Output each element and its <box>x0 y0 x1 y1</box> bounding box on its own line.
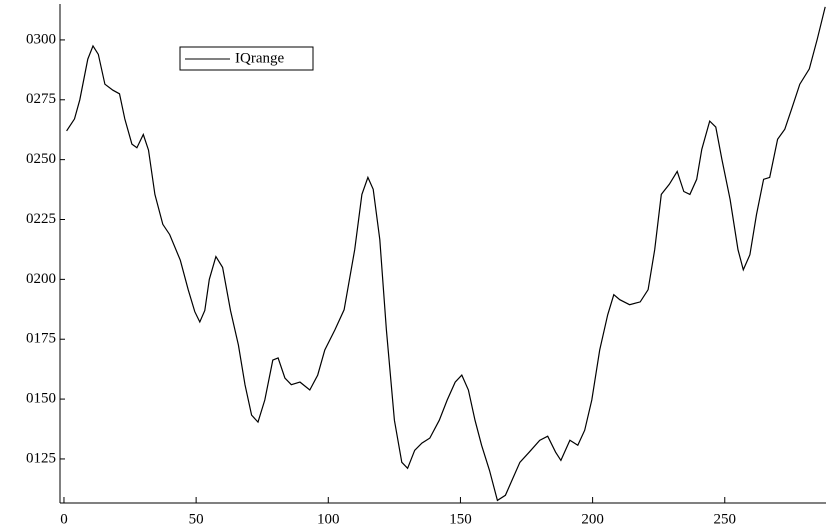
x-tick-label: 50 <box>189 511 204 527</box>
y-tick-label: 0200 <box>26 271 56 287</box>
x-tick-label: 200 <box>581 511 604 527</box>
y-tick-label: 0150 <box>26 391 56 407</box>
y-tick-label: 0175 <box>26 331 56 347</box>
x-tick-label: 100 <box>317 511 340 527</box>
y-tick-label: 0125 <box>26 450 56 466</box>
x-tick-label: 250 <box>714 511 737 527</box>
legend-label: IQrange <box>235 50 284 66</box>
y-tick-label: 0225 <box>26 211 56 227</box>
y-tick-label: 0275 <box>26 91 56 107</box>
x-tick-label: 0 <box>60 511 68 527</box>
legend-box <box>179 46 314 71</box>
line <box>66 6 826 502</box>
y-tick-label: 0250 <box>26 151 56 167</box>
x-tick-label: 150 <box>449 511 472 527</box>
y-tick-label: 0300 <box>26 31 56 47</box>
